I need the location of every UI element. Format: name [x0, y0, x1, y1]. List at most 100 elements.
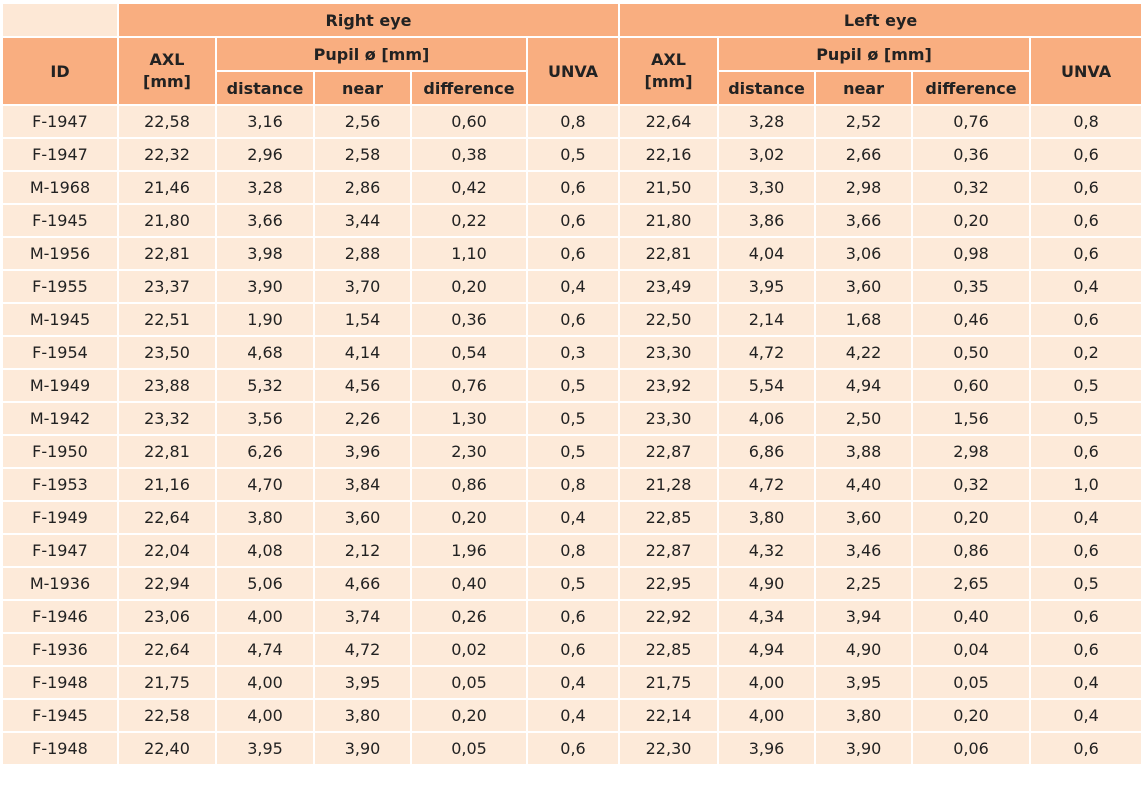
right-difference-cell: 0,38 — [410, 137, 528, 172]
right-difference-cell: 0,42 — [410, 170, 528, 205]
table-row: F-1936 22,64 4,74 4,72 0,02 0,6 22,85 4,94 4,90 0… — [1, 632, 1142, 667]
right-difference-cell: 0,60 — [410, 104, 528, 139]
left-difference-cell: 0,50 — [911, 335, 1032, 370]
right-distance-cell: 5,32 — [215, 368, 315, 403]
right-near-header: near — [313, 70, 412, 106]
right-unva-header: UNVA — [525, 36, 621, 106]
right-difference-cell: 0,26 — [410, 599, 528, 634]
id-cell: M-1942 — [1, 401, 119, 436]
left-axl-cell: 22,64 — [618, 104, 720, 139]
right-unva-cell: 0,8 — [525, 467, 621, 502]
id-cell: F-1949 — [1, 500, 119, 535]
left-near-cell: 2,25 — [814, 566, 914, 601]
left-difference-cell: 0,32 — [911, 467, 1032, 502]
right-axl-cell: 22,94 — [117, 566, 217, 601]
right-near-cell: 2,12 — [313, 533, 412, 568]
left-near-cell: 3,80 — [814, 698, 914, 733]
right-near-cell: 3,95 — [313, 665, 412, 700]
id-cell: F-1948 — [1, 731, 119, 766]
left-near-header: near — [814, 70, 914, 106]
left-distance-cell: 3,30 — [717, 170, 817, 205]
right-axl-cell: 23,06 — [117, 599, 217, 634]
right-unva-cell: 0,6 — [525, 731, 621, 766]
right-near-cell: 2,88 — [313, 236, 412, 271]
table-header: Right eye Left eye ID AXL [mm] Pupil ø [… — [1, 2, 1142, 106]
right-unva-cell: 0,6 — [525, 599, 621, 634]
right-axl-header: AXL [mm] — [117, 36, 217, 106]
data-table: Right eye Left eye ID AXL [mm] Pupil ø [… — [1, 2, 1142, 766]
right-eye-header: Right eye — [116, 2, 621, 38]
id-cell: M-1949 — [1, 368, 119, 403]
right-axl-cell: 21,80 — [117, 203, 217, 238]
id-cell: F-1947 — [1, 533, 119, 568]
left-unva-cell: 0,8 — [1029, 104, 1142, 139]
right-difference-cell: 0,05 — [410, 665, 528, 700]
table-row: F-1947 22,04 4,08 2,12 1,96 0,8 22,87 4,32 3,46 0… — [1, 533, 1142, 568]
left-near-cell: 3,60 — [814, 500, 914, 535]
right-near-cell: 3,80 — [313, 698, 412, 733]
right-difference-cell: 0,02 — [410, 632, 528, 667]
table-row: F-1946 23,06 4,00 3,74 0,26 0,6 22,92 4,34 3,94 0… — [1, 599, 1142, 634]
left-near-cell: 4,40 — [814, 467, 914, 502]
right-near-cell: 2,56 — [313, 104, 412, 139]
left-near-cell: 3,88 — [814, 434, 914, 469]
right-unva-cell: 0,8 — [525, 533, 621, 568]
left-axl-cell: 22,85 — [618, 500, 720, 535]
left-near-cell: 4,94 — [814, 368, 914, 403]
left-difference-cell: 0,86 — [911, 533, 1032, 568]
right-axl-cell: 22,32 — [117, 137, 217, 172]
left-axl-label: AXL — [651, 50, 686, 69]
left-axl-cell: 21,75 — [618, 665, 720, 700]
right-near-cell: 3,74 — [313, 599, 412, 634]
left-unva-header: UNVA — [1029, 36, 1142, 106]
right-unva-cell: 0,5 — [525, 137, 621, 172]
right-difference-cell: 1,10 — [410, 236, 528, 271]
left-axl-cell: 22,85 — [618, 632, 720, 667]
id-cell: M-1956 — [1, 236, 119, 271]
right-distance-header: distance — [215, 70, 315, 106]
right-distance-cell: 3,28 — [215, 170, 315, 205]
left-unva-cell: 0,6 — [1029, 632, 1142, 667]
left-difference-cell: 0,98 — [911, 236, 1032, 271]
left-difference-cell: 0,20 — [911, 698, 1032, 733]
id-cell: M-1945 — [1, 302, 119, 337]
left-near-cell: 2,66 — [814, 137, 914, 172]
right-near-cell: 4,14 — [313, 335, 412, 370]
right-distance-cell: 6,26 — [215, 434, 315, 469]
right-axl-cell: 23,88 — [117, 368, 217, 403]
right-distance-cell: 4,68 — [215, 335, 315, 370]
left-axl-cell: 22,95 — [618, 566, 720, 601]
right-unva-cell: 0,5 — [525, 566, 621, 601]
left-axl-cell: 22,14 — [618, 698, 720, 733]
left-axl-cell: 23,30 — [618, 401, 720, 436]
right-axl-cell: 22,58 — [117, 104, 217, 139]
table-body: F-1947 22,58 3,16 2,56 0,60 0,8 22,64 3,28 2,52 0… — [1, 104, 1142, 766]
left-axl-header: AXL [mm] — [618, 36, 720, 106]
right-axl-cell: 22,58 — [117, 698, 217, 733]
left-unva-cell: 0,6 — [1029, 533, 1142, 568]
right-unva-cell: 0,4 — [525, 500, 621, 535]
right-axl-cell: 23,32 — [117, 401, 217, 436]
left-distance-cell: 4,72 — [717, 467, 817, 502]
left-near-cell: 3,90 — [814, 731, 914, 766]
left-difference-cell: 0,40 — [911, 599, 1032, 634]
right-axl-cell: 22,81 — [117, 236, 217, 271]
right-distance-cell: 4,08 — [215, 533, 315, 568]
table-row: F-1955 23,37 3,90 3,70 0,20 0,4 23,49 3,95 3,60 0… — [1, 269, 1142, 304]
right-unva-cell: 0,8 — [525, 104, 621, 139]
right-distance-cell: 3,66 — [215, 203, 315, 238]
left-distance-cell: 4,06 — [717, 401, 817, 436]
right-unva-cell: 0,5 — [525, 368, 621, 403]
left-near-cell: 2,52 — [814, 104, 914, 139]
left-difference-cell: 0,76 — [911, 104, 1032, 139]
left-axl-cell: 22,92 — [618, 599, 720, 634]
left-unva-cell: 0,6 — [1029, 170, 1142, 205]
id-header: ID — [1, 36, 119, 106]
right-unva-cell: 0,6 — [525, 632, 621, 667]
right-unva-cell: 0,6 — [525, 236, 621, 271]
left-unva-cell: 0,5 — [1029, 368, 1142, 403]
right-difference-header: difference — [410, 70, 528, 106]
id-cell: F-1945 — [1, 203, 119, 238]
left-near-cell: 3,95 — [814, 665, 914, 700]
right-distance-cell: 4,00 — [215, 599, 315, 634]
